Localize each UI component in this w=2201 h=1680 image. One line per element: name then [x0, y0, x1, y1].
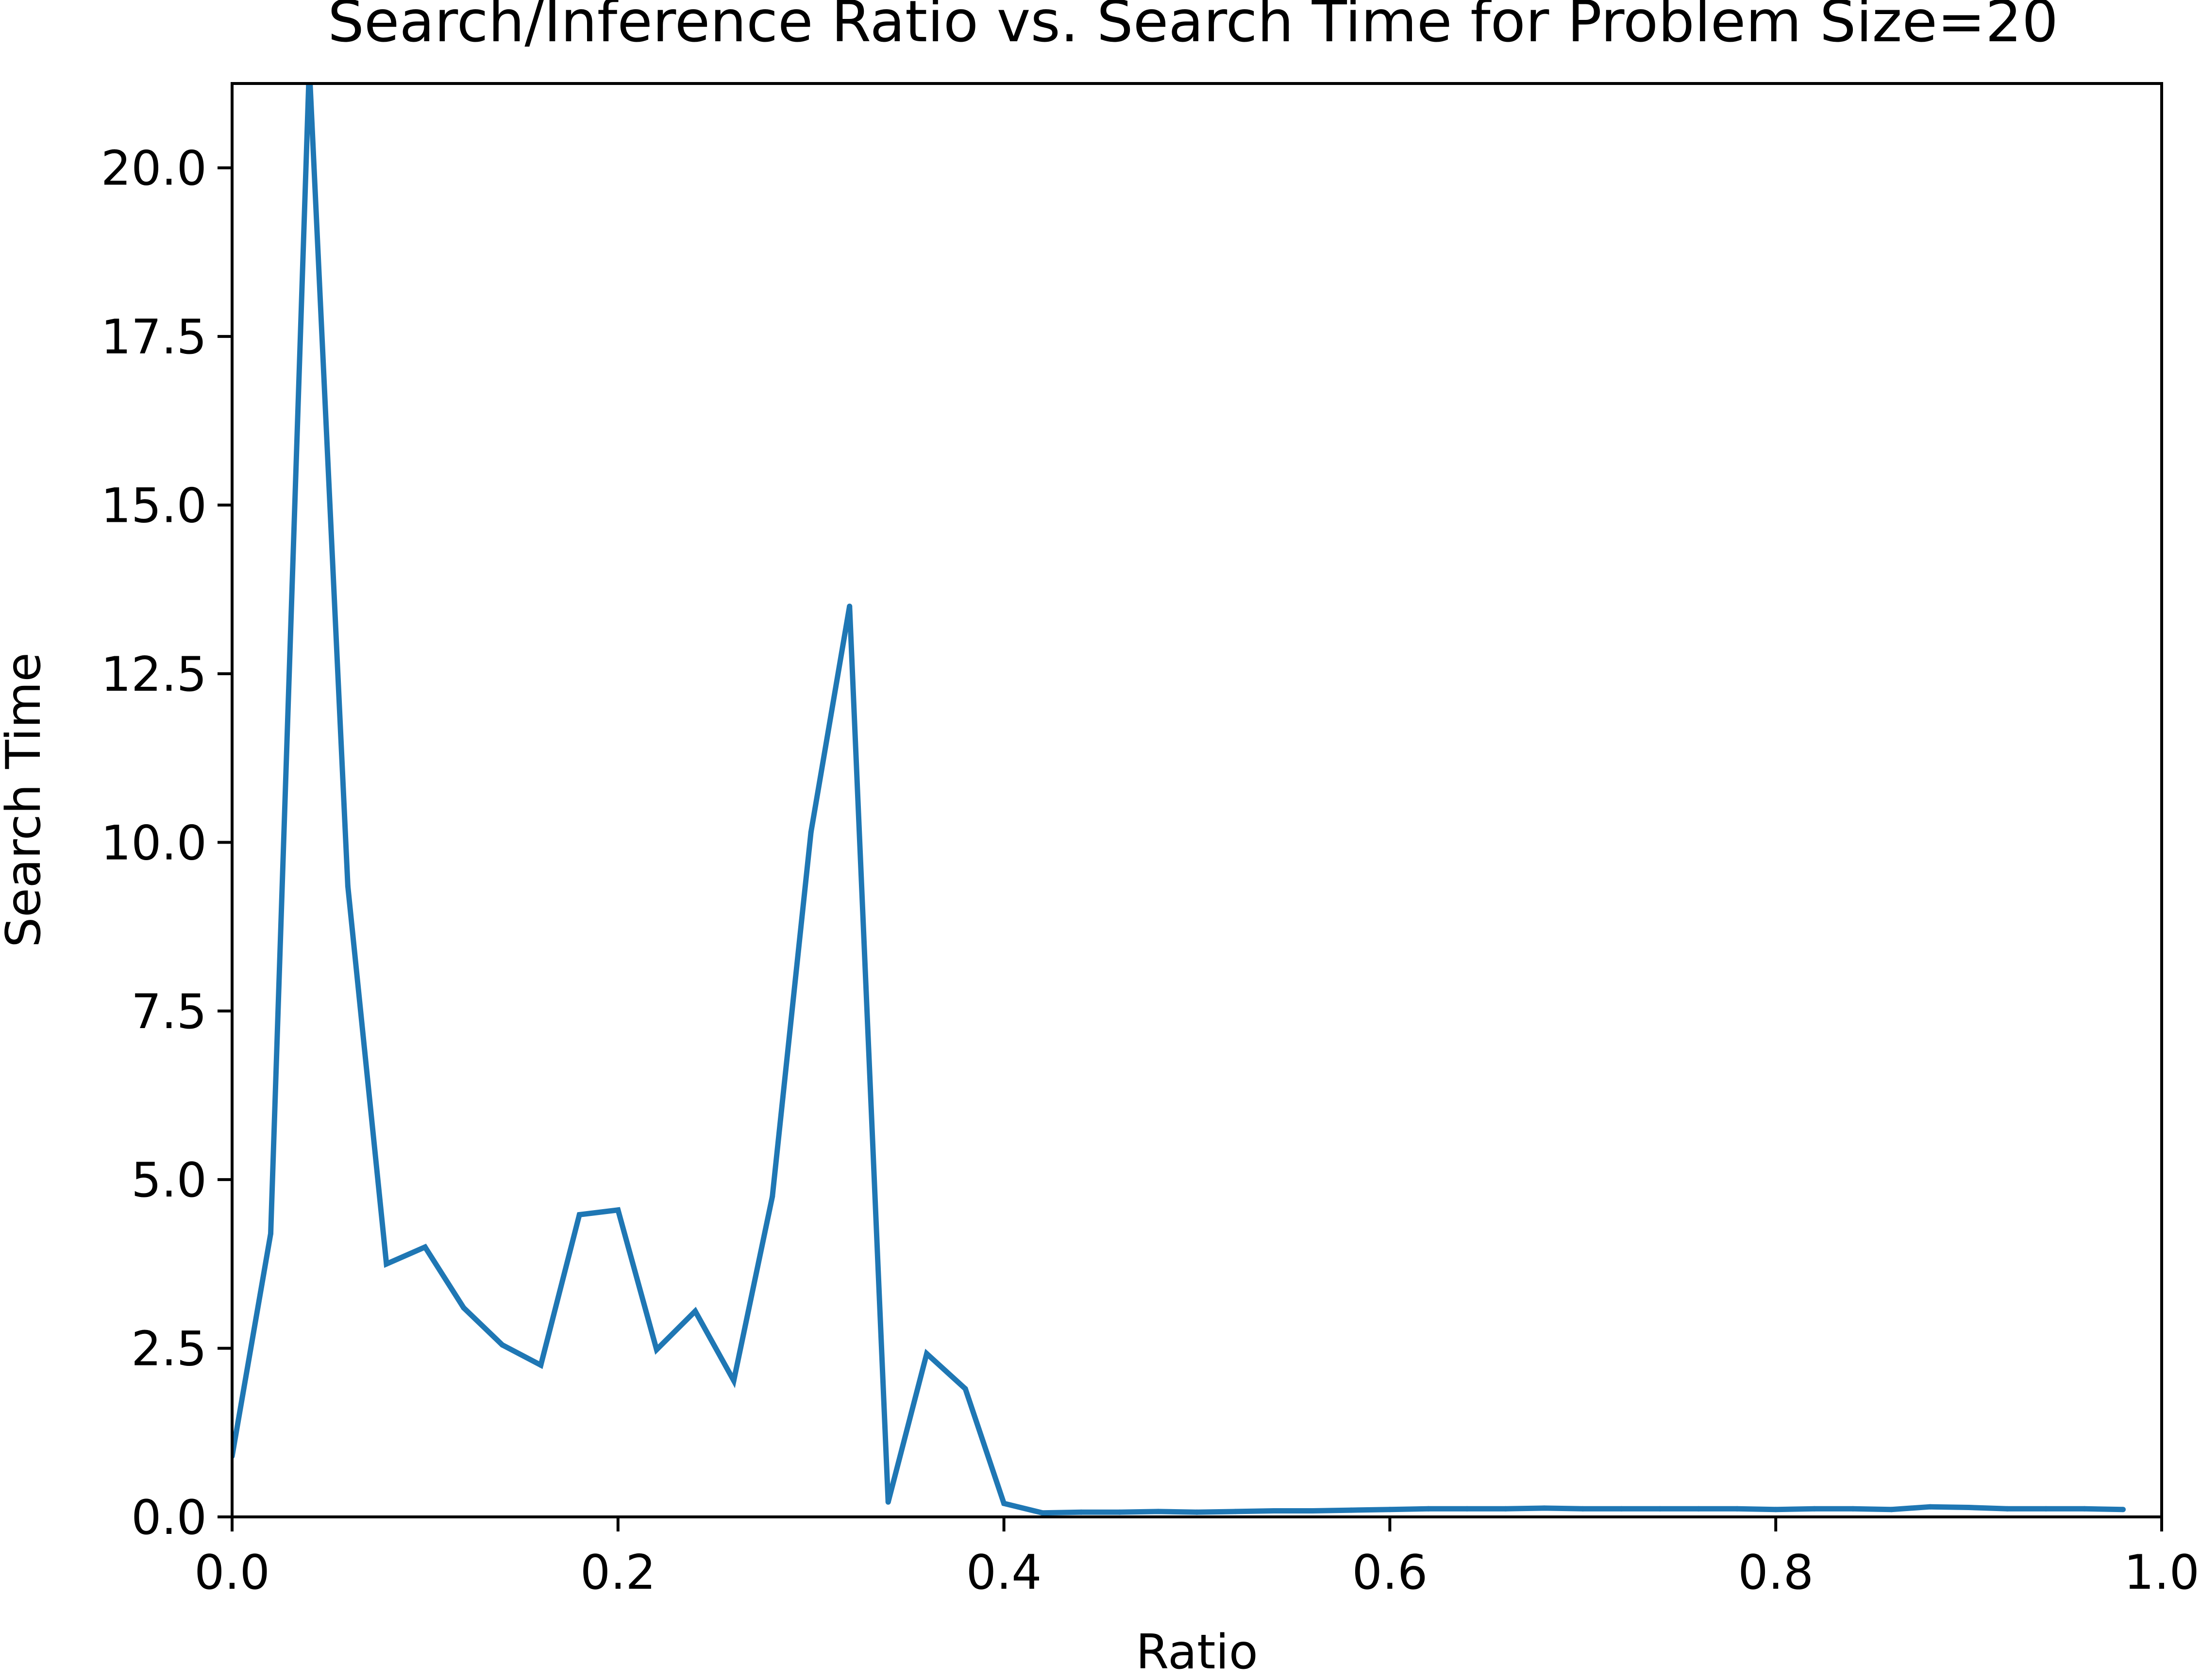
data-point: [1850, 1506, 1856, 1512]
data-point: [1426, 1506, 1431, 1512]
data-point: [422, 1244, 428, 1250]
data-point: [2004, 1506, 2010, 1512]
data-point: [615, 1207, 621, 1213]
y-tick-label: 10.0: [101, 815, 207, 871]
chart-title: Search/Inference Ratio vs. Search Time f…: [328, 0, 2058, 55]
data-point: [499, 1342, 505, 1348]
data-point: [384, 1261, 389, 1267]
data-point: [461, 1305, 467, 1311]
x-axis-ticks: 0.0 0.2 0.4 0.6 0.8 1.0: [194, 1517, 2200, 1600]
y-tick-label: 12.5: [101, 647, 207, 702]
y-tick-label: 15.0: [101, 479, 207, 534]
data-point: [1156, 1509, 1161, 1514]
x-tick-label: 0.0: [194, 1545, 270, 1600]
data-point: [847, 603, 853, 609]
data-point: [1889, 1507, 1895, 1513]
data-point: [1812, 1506, 1817, 1512]
x-tick-label: 0.4: [966, 1545, 1042, 1600]
data-point: [1233, 1509, 1238, 1514]
data-point: [1464, 1506, 1470, 1512]
x-tick-label: 0.8: [1738, 1545, 1814, 1600]
data-point: [1927, 1504, 1933, 1510]
data-point: [1271, 1508, 1277, 1514]
data-point: [1194, 1509, 1200, 1515]
data-point: [885, 1499, 891, 1505]
y-tick-label: 17.5: [101, 310, 207, 365]
x-axis-label: Ratio: [1136, 1625, 1258, 1680]
data-point: [1348, 1507, 1354, 1513]
data-point: [1310, 1508, 1315, 1514]
data-point: [770, 1194, 775, 1199]
x-tick-label: 0.2: [580, 1545, 656, 1600]
search-time-series-line: [232, 83, 2123, 1516]
y-tick-label: 7.5: [131, 984, 207, 1040]
data-point: [924, 1351, 930, 1357]
y-tick-label: 0.0: [131, 1490, 207, 1546]
data-point: [1387, 1507, 1393, 1513]
plot-area-frame: [231, 82, 2163, 1518]
data-point: [2082, 1506, 2087, 1512]
data-point: [1618, 1506, 1624, 1512]
data-point: [1078, 1509, 1084, 1515]
data-point: [1040, 1510, 1045, 1516]
y-tick-label: 20.0: [101, 141, 207, 197]
data-point: [1001, 1500, 1007, 1506]
y-tick-label: 2.5: [131, 1322, 207, 1377]
data-point: [731, 1378, 737, 1383]
data-point: [268, 1231, 273, 1236]
data-point: [1657, 1506, 1663, 1512]
y-axis-ticks: 0.0 2.5 5.0 7.5 10.0 12.5 15.0 17.5 20.0: [101, 141, 232, 1546]
data-point: [1734, 1506, 1740, 1512]
data-point: [962, 1386, 968, 1392]
data-point: [576, 1212, 582, 1217]
data-point: [1541, 1505, 1547, 1511]
data-point: [2043, 1506, 2049, 1512]
x-tick-label: 1.0: [2124, 1545, 2200, 1600]
data-point: [307, 64, 312, 69]
data-points: [232, 64, 2126, 1516]
data-point: [1503, 1506, 1509, 1512]
data-point: [345, 883, 351, 889]
data-point: [2120, 1507, 2126, 1513]
data-point: [1117, 1509, 1123, 1515]
y-axis-label: Search Time: [0, 652, 51, 948]
data-point: [654, 1347, 659, 1352]
data-point: [808, 830, 814, 835]
data-point: [1580, 1506, 1586, 1512]
data-point: [538, 1362, 544, 1368]
data-point: [1773, 1507, 1779, 1513]
data-point: [692, 1308, 698, 1314]
x-tick-label: 0.6: [1352, 1545, 1428, 1600]
data-point: [1696, 1506, 1701, 1512]
data-point: [1966, 1505, 1972, 1510]
y-tick-label: 5.0: [131, 1153, 207, 1208]
